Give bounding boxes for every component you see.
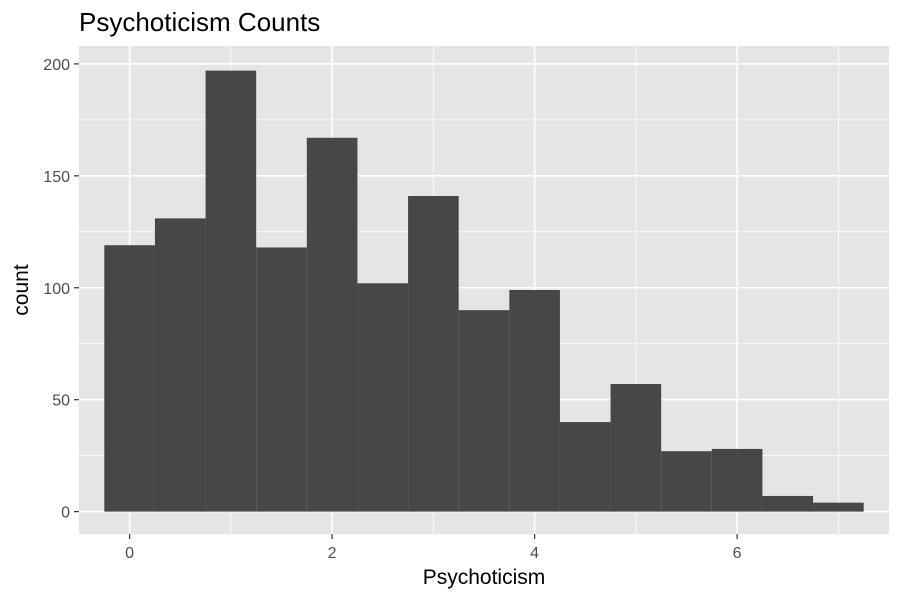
histogram-bar bbox=[256, 247, 307, 512]
histogram-bar bbox=[154, 218, 206, 512]
x-tick-label: 2 bbox=[328, 545, 337, 562]
chart-title: Psychoticism Counts bbox=[79, 7, 320, 37]
histogram-bar bbox=[458, 310, 510, 512]
histogram-bar bbox=[762, 495, 814, 512]
y-axis-title: count bbox=[10, 264, 33, 316]
y-tick-label: 0 bbox=[61, 505, 70, 522]
histogram-bar bbox=[813, 502, 864, 512]
histogram-bar bbox=[559, 422, 611, 512]
x-axis-title: Psychoticism bbox=[423, 566, 546, 589]
x-tick-label: 4 bbox=[530, 545, 539, 562]
y-tick-label: 100 bbox=[43, 281, 70, 298]
y-tick-label: 200 bbox=[43, 57, 70, 74]
histogram-bar bbox=[711, 448, 763, 512]
histogram-bar bbox=[408, 195, 459, 512]
histogram-bar bbox=[661, 451, 712, 512]
histogram-bars bbox=[104, 70, 864, 512]
histogram-bar bbox=[205, 70, 257, 512]
histogram-bar bbox=[104, 245, 155, 512]
x-tick-label: 6 bbox=[733, 545, 742, 562]
histogram-bar bbox=[306, 137, 358, 512]
y-axis: 0 50 100 150 200 bbox=[43, 57, 79, 522]
histogram-bar bbox=[610, 384, 662, 512]
histogram-bar bbox=[509, 290, 560, 512]
x-axis: 0 2 4 6 bbox=[125, 534, 742, 562]
y-tick-label: 50 bbox=[52, 393, 70, 410]
y-tick-label: 150 bbox=[43, 169, 70, 186]
histogram-bar bbox=[357, 283, 409, 512]
x-tick-label: 0 bbox=[125, 545, 134, 562]
